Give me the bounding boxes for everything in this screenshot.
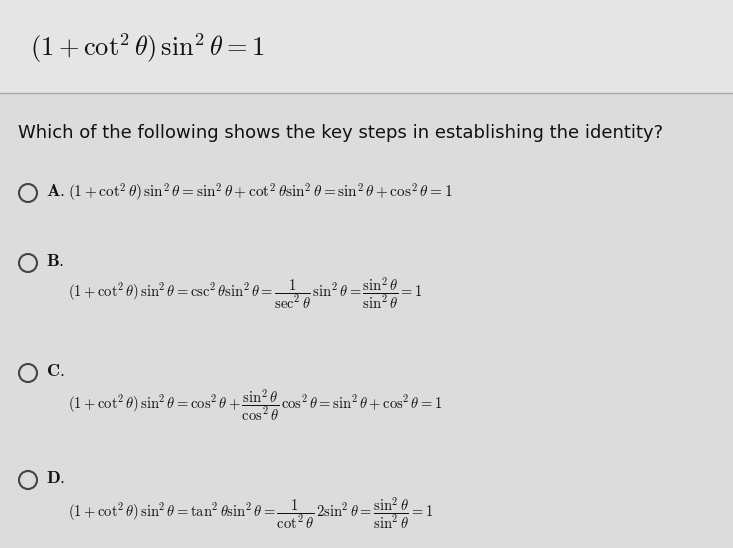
Text: $\mathbf{D.}$: $\mathbf{D.}$ — [46, 469, 65, 487]
Text: $\mathbf{A.}$: $\mathbf{A.}$ — [46, 182, 65, 200]
Text: $(1 + \cot^2\theta)\,\sin^2\theta = \sin^2\theta + \cot^2\theta\sin^2\theta = \s: $(1 + \cot^2\theta)\,\sin^2\theta = \sin… — [68, 182, 452, 204]
Text: $(1 + \cot^2\theta)\,\sin^2\theta = 1$: $(1 + \cot^2\theta)\,\sin^2\theta = 1$ — [30, 31, 265, 65]
Text: $(1 + \cot^2\theta)\,\sin^2\theta = \tan^2\theta\sin^2\theta = \dfrac{1}{\cot^2\: $(1 + \cot^2\theta)\,\sin^2\theta = \tan… — [68, 495, 433, 531]
Text: $(1 + \cot^2\theta)\,\sin^2\theta = \csc^2\theta\sin^2\theta = \dfrac{1}{\sec^2\: $(1 + \cot^2\theta)\,\sin^2\theta = \csc… — [68, 275, 423, 311]
FancyBboxPatch shape — [0, 0, 733, 93]
Text: $\mathbf{C.}$: $\mathbf{C.}$ — [46, 362, 65, 380]
Text: $(1 + \cot^2\theta)\,\sin^2\theta = \cos^2\theta + \dfrac{\sin^2\theta}{\cos^2\t: $(1 + \cot^2\theta)\,\sin^2\theta = \cos… — [68, 387, 442, 423]
FancyBboxPatch shape — [0, 93, 733, 548]
Text: Which of the following shows the key steps in establishing the identity?: Which of the following shows the key ste… — [18, 124, 663, 142]
Text: $\mathbf{B.}$: $\mathbf{B.}$ — [46, 252, 65, 270]
